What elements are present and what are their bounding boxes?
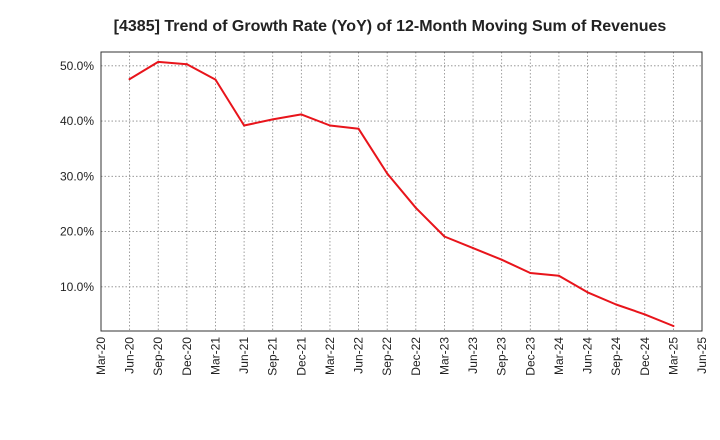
x-tick-label: Dec-24 [638, 337, 652, 376]
x-axis-tick-labels: Mar-20 Jun-20 Sep-20 Dec-20 Mar-21 Jun-21 Sep-… [94, 337, 709, 376]
x-tick-label: Jun-20 [123, 337, 137, 374]
data-point [443, 235, 446, 238]
data-point [185, 63, 188, 66]
data-point [500, 258, 503, 261]
x-tick-label: Dec-21 [294, 337, 308, 376]
data-point [128, 78, 131, 81]
x-tick-label: Mar-23 [437, 337, 451, 375]
data-point [386, 172, 389, 175]
x-tick-label: Mar-25 [666, 337, 680, 375]
series-line [128, 60, 675, 327]
y-axis-tick-labels: 10.0% 20.0% 30.0% 40.0% 50.0% [60, 59, 94, 294]
data-point [529, 271, 532, 274]
data-point [300, 113, 303, 116]
y-tick-label: 10.0% [60, 280, 94, 294]
x-tick-label: Dec-20 [180, 337, 194, 376]
x-tick-label: Sep-21 [266, 337, 280, 376]
x-tick-label: Mar-24 [552, 337, 566, 375]
x-tick-label: Jun-22 [352, 337, 366, 374]
x-tick-label: Sep-20 [151, 337, 165, 376]
y-tick-label: 30.0% [60, 169, 94, 183]
x-tick-label: Jun-25 [695, 337, 709, 374]
data-point [643, 313, 646, 316]
x-tick-label: Sep-22 [380, 337, 394, 376]
plot-frame [100, 51, 703, 332]
data-point [672, 325, 675, 328]
x-tick-label: Sep-23 [495, 337, 509, 376]
data-point [214, 78, 217, 81]
data-point [586, 291, 589, 294]
chart-title: [4385] Trend of Growth Rate (YoY) of 12-… [114, 18, 667, 35]
x-tick-label: Mar-20 [94, 337, 108, 375]
data-point [557, 274, 560, 277]
x-tick-label: Mar-22 [323, 337, 337, 375]
data-point [271, 118, 274, 121]
grid-lines [101, 52, 702, 331]
x-tick-label: Dec-23 [523, 337, 537, 376]
x-tick-label: Mar-21 [208, 337, 222, 375]
data-point [472, 247, 475, 250]
data-point [157, 60, 160, 63]
data-point [615, 303, 618, 306]
data-point [414, 206, 417, 209]
y-tick-label: 40.0% [60, 114, 94, 128]
data-point [357, 127, 360, 130]
series-layer [128, 60, 675, 328]
x-tick-label: Jun-23 [466, 337, 480, 374]
x-tick-label: Sep-24 [609, 337, 623, 376]
y-tick-label: 20.0% [60, 225, 94, 239]
x-tick-label: Jun-21 [237, 337, 251, 374]
y-tick-label: 50.0% [60, 59, 94, 73]
x-tick-label: Jun-24 [581, 337, 595, 374]
data-point [328, 124, 331, 127]
data-point [243, 124, 246, 127]
x-tick-label: Dec-22 [409, 337, 423, 376]
